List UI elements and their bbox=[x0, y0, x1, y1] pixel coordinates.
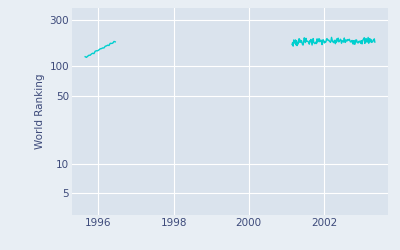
Y-axis label: World Ranking: World Ranking bbox=[36, 74, 46, 149]
